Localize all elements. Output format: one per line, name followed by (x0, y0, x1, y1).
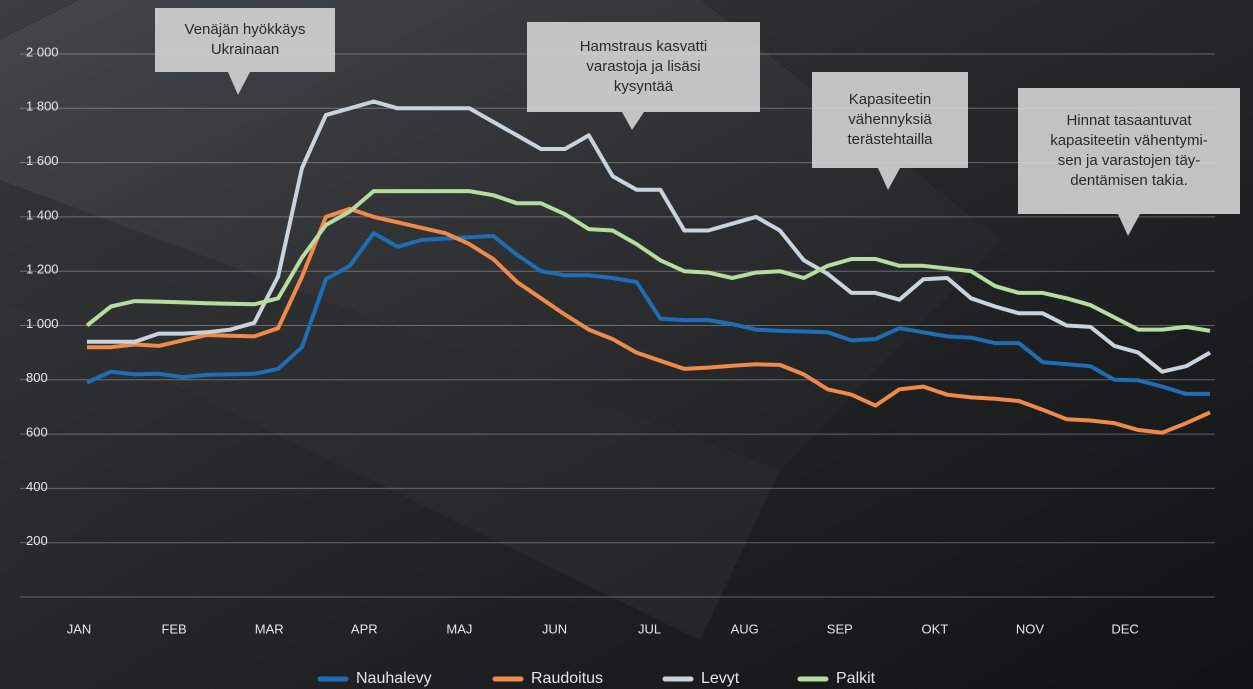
y-tick-label: 1 200 (26, 262, 59, 277)
legend-item: Nauhalevy (317, 670, 432, 687)
annotation: Hinnat tasaantuvat kapasiteetin vähentymi… (1018, 88, 1240, 236)
x-tick-label: MAR (255, 621, 284, 636)
legend-item: Levyt (662, 670, 740, 687)
series-line (87, 99, 1211, 374)
annotation-text: Ukrainaan (211, 41, 279, 58)
x-tick-label: NOV (1016, 621, 1045, 636)
annotation-box (1018, 88, 1240, 236)
annotation: Venäjän hyökkäys Ukrainaan (155, 8, 335, 95)
x-tick-label: OKT (922, 621, 949, 636)
annotation: Hamstraus kasvatti varastoja ja lisäsi kys… (527, 22, 760, 130)
annotation-text: Venäjän hyökkäys (185, 21, 306, 38)
legend-label: Levyt (701, 670, 740, 687)
annotation-text: Kapasiteetin (849, 91, 932, 108)
x-tick-label: JUL (638, 621, 661, 636)
x-tick-label: JAN (67, 621, 92, 636)
legend-label: Palkit (836, 670, 876, 687)
annotation-box (527, 22, 760, 130)
legend-item: Raudoitus (492, 670, 603, 687)
x-tick-label: FEB (161, 621, 186, 636)
annotation: Kapasiteetin vähennyksiä terästehtailla (812, 72, 968, 190)
x-tick-label: SEP (827, 621, 853, 636)
annotation-text: Hinnat tasaantuvat (1066, 112, 1192, 129)
y-tick-label: 1 400 (26, 207, 59, 222)
annotation-text: sen ja varastojen täy- (1058, 152, 1201, 169)
annotation-text: dentämisen takia. (1070, 172, 1188, 189)
y-tick-label: 400 (26, 479, 48, 494)
annotation-box (812, 72, 968, 190)
series-line (85, 189, 1211, 333)
annotation-box (155, 8, 335, 95)
annotation-text: Hamstraus kasvatti (580, 38, 708, 55)
x-tick-label: MAJ (446, 621, 472, 636)
annotation-text: kysyntää (614, 78, 674, 95)
x-tick-label: AUG (731, 621, 759, 636)
y-tick-label: 1 800 (26, 99, 59, 114)
y-tick-label: 600 (26, 425, 48, 440)
background-shape (0, 180, 780, 640)
legend-label: Nauhalevy (356, 670, 432, 687)
legend-label: Raudoitus (531, 670, 603, 687)
y-tick-label: 200 (26, 533, 48, 548)
y-tick-label: 800 (26, 370, 48, 385)
annotation-text: vähennyksiä (848, 111, 932, 128)
series-line (87, 206, 1211, 435)
x-tick-label: APR (351, 621, 378, 636)
background-shape (0, 0, 1000, 470)
series-line (86, 231, 1210, 396)
x-tick-label: DEC (1111, 621, 1138, 636)
legend-item: Palkit (797, 670, 876, 687)
y-tick-label: 1 600 (26, 153, 59, 168)
annotation-text: terästehtailla (847, 131, 933, 148)
x-tick-label: JUN (542, 621, 567, 636)
y-tick-label: 2 000 (26, 44, 59, 59)
annotation-text: varastoja ja lisäsi (586, 58, 700, 75)
annotation-text: kapasiteetin vähentymi- (1050, 132, 1208, 149)
y-tick-label: 1 000 (26, 316, 59, 331)
